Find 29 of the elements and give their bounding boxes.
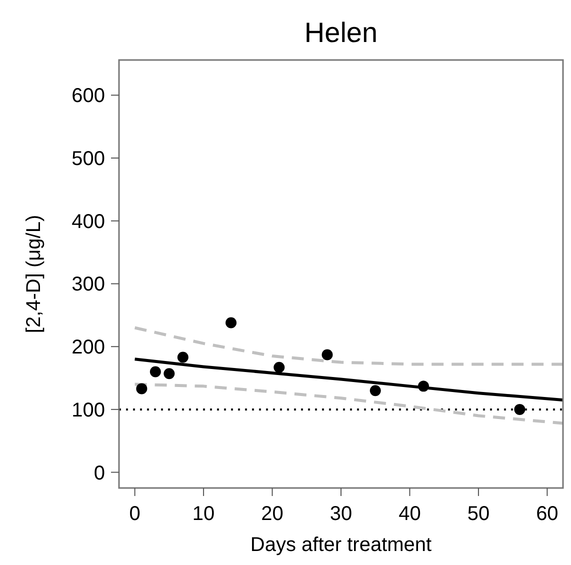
line-series (133, 382, 563, 425)
x-tick-label: 40 (398, 503, 421, 525)
y-tick-label: 600 (72, 85, 105, 108)
x-axis-title: Days after treatment (250, 534, 432, 556)
point (150, 366, 161, 378)
x-tick-label: 10 (192, 503, 215, 525)
point (274, 362, 285, 373)
y-tick-label: 400 (72, 210, 105, 233)
y-tick-label: 100 (72, 399, 105, 422)
y-tick-label: 500 (72, 148, 105, 170)
y-tick-label: 200 (72, 336, 105, 359)
x-tick-label: 0 (129, 503, 140, 525)
point (177, 352, 188, 363)
point (322, 349, 333, 360)
point (418, 380, 429, 392)
x-tick-label: 20 (261, 503, 284, 525)
x-tick-label: 60 (536, 503, 558, 525)
point (514, 404, 526, 415)
point (164, 368, 175, 380)
chart-title: Helen (304, 17, 378, 48)
point (370, 385, 381, 396)
y-tick-label: 0 (94, 462, 105, 484)
x-tick-label: 50 (467, 503, 490, 525)
y-axis-title: [2,4-D] (μg/L) (23, 214, 45, 334)
point (226, 317, 237, 328)
point (136, 383, 148, 394)
x-tick-label: 30 (330, 503, 352, 525)
y-tick-label: 300 (72, 274, 105, 296)
line-series (133, 326, 563, 366)
